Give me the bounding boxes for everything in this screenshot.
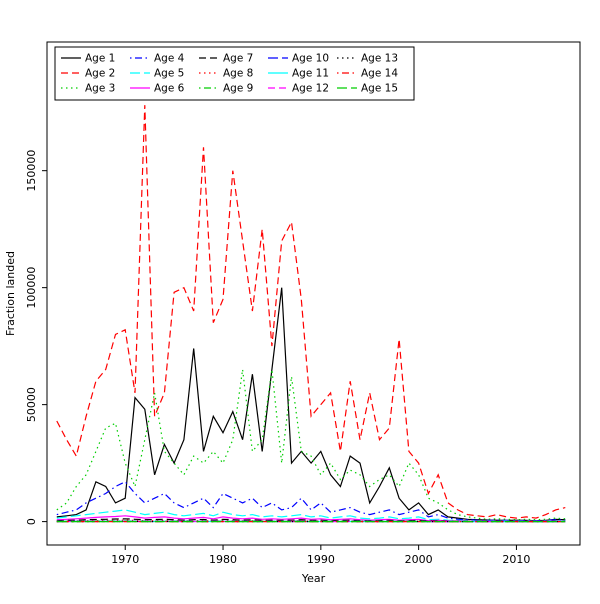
legend-label-age-3: Age 3 (85, 83, 115, 95)
y-tick-label: 0 (25, 518, 38, 525)
series-line-age-1 (57, 288, 566, 521)
x-tick-label: 1970 (111, 553, 139, 566)
x-tick-label: 1980 (209, 553, 237, 566)
y-axis-label: Fraction landed (4, 251, 17, 336)
legend-label-age-14: Age 14 (361, 68, 398, 80)
legend-label-age-6: Age 6 (154, 83, 185, 95)
legend-label-age-4: Age 4 (154, 53, 185, 65)
legend-label-age-11: Age 11 (292, 68, 329, 80)
legend-label-age-8: Age 8 (223, 68, 253, 80)
y-tick-label: 100000 (25, 267, 38, 309)
legend-label-age-12: Age 12 (292, 83, 329, 95)
x-tick-label: 1990 (307, 553, 335, 566)
legend-label-age-9: Age 9 (223, 83, 253, 95)
x-axis-label: Year (301, 572, 326, 585)
legend-label-age-1: Age 1 (85, 53, 115, 65)
legend-label-age-7: Age 7 (223, 53, 253, 65)
legend-label-age-13: Age 13 (361, 53, 398, 65)
legend-label-age-2: Age 2 (85, 68, 115, 80)
legend-label-age-10: Age 10 (292, 53, 329, 65)
y-tick-label: 150000 (25, 150, 38, 192)
y-tick-label: 50000 (25, 387, 38, 422)
legend-label-age-15: Age 15 (361, 83, 398, 95)
legend-label-age-5: Age 5 (154, 68, 184, 80)
series-line-age-4 (57, 482, 566, 521)
series-line-age-3 (57, 370, 566, 520)
x-tick-label: 2000 (405, 553, 433, 566)
x-tick-label: 2010 (502, 553, 530, 566)
plot-border (47, 42, 580, 545)
